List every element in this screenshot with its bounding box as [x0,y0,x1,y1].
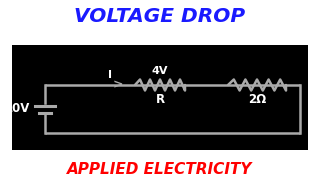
Text: 2Ω: 2Ω [248,93,266,106]
Text: I: I [108,70,112,80]
Text: 4V: 4V [152,66,168,76]
Text: R: R [156,93,164,106]
Text: VOLTAGE DROP: VOLTAGE DROP [75,8,245,26]
Text: APPLIED ELECTRICITY: APPLIED ELECTRICITY [67,161,253,177]
Text: >: > [113,78,123,91]
Bar [12,45,308,150]
Text: 10V: 10V [4,102,30,116]
